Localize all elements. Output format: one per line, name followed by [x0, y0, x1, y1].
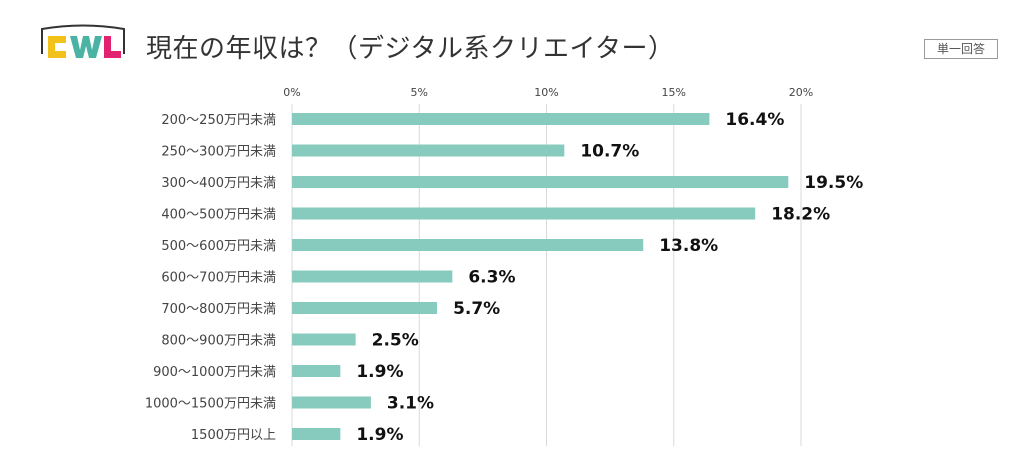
category-label: 1000〜1500万円未満 — [145, 397, 276, 412]
page-title: 現在の年収は？（デジタル系クリエイター） — [146, 34, 675, 64]
x-tick-label: 0% — [283, 86, 300, 99]
data-label: 2.5% — [372, 331, 419, 351]
data-label: 5.7% — [453, 299, 500, 319]
category-label: 800〜900万円未満 — [161, 334, 276, 349]
category-label: 900〜1000万円未満 — [153, 365, 276, 380]
x-tick-label: 20% — [789, 86, 813, 99]
category-label: 1500万円以上 — [191, 428, 276, 443]
logo-frame — [41, 24, 125, 54]
bar — [292, 333, 356, 346]
category-label: 250〜300万円未満 — [161, 145, 276, 160]
category-label: 300〜400万円未満 — [161, 176, 276, 191]
data-label: 6.3% — [468, 268, 515, 288]
bar — [292, 144, 565, 157]
logo-letter-w — [70, 36, 102, 58]
category-label: 600〜700万円未満 — [161, 271, 276, 286]
single-answer-badge: 単一回答 — [924, 39, 998, 59]
bar — [292, 176, 789, 188]
bar — [292, 270, 453, 283]
bar — [292, 113, 710, 125]
bar — [292, 207, 756, 220]
data-label: 3.1% — [387, 394, 434, 414]
cwl-logo — [38, 24, 128, 68]
data-label: 1.9% — [356, 425, 403, 445]
x-tick-label: 5% — [411, 86, 428, 99]
data-label: 1.9% — [356, 362, 403, 382]
data-label: 10.7% — [580, 142, 639, 162]
logo-letter-l — [104, 36, 121, 58]
bar — [292, 239, 644, 251]
data-label: 16.4% — [725, 110, 784, 130]
cwl-logo-mark — [41, 24, 125, 58]
category-label: 400〜500万円未満 — [161, 208, 276, 223]
category-label: 700〜800万円未満 — [161, 302, 276, 317]
x-tick-label: 10% — [534, 86, 558, 99]
category-label: 500〜600万円未満 — [161, 239, 276, 254]
logo-letter-c — [48, 36, 66, 58]
bar — [292, 365, 341, 377]
bar — [292, 302, 438, 314]
category-label: 200〜250万円未満 — [161, 113, 276, 128]
data-label: 19.5% — [804, 173, 863, 193]
data-label: 13.8% — [659, 236, 718, 256]
bar — [292, 428, 341, 440]
bar — [292, 396, 371, 409]
x-tick-label: 15% — [662, 86, 686, 99]
data-label: 18.2% — [771, 205, 830, 225]
